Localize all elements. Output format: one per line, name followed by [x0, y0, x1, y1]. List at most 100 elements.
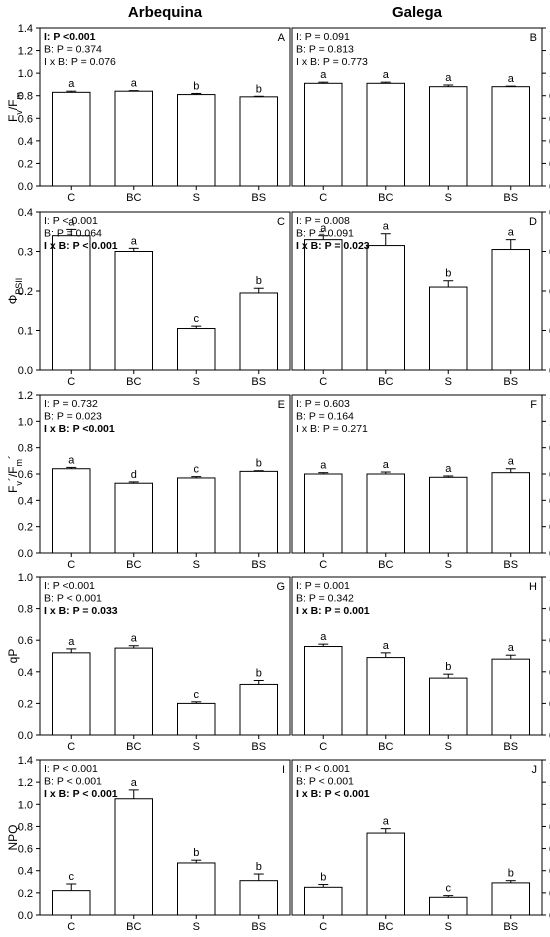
panel-b-bar	[429, 86, 468, 187]
panel-f-letter-label: a	[383, 459, 390, 471]
panel-b-bar	[304, 82, 343, 187]
panel-c-letter-label: b	[256, 275, 262, 287]
panel-d-letter-label: a	[320, 223, 327, 235]
panel-h-letter-label: a	[508, 642, 515, 654]
panel-c-stat-line: I x B: P < 0.001	[44, 240, 118, 252]
panel-g-category-label: BS	[251, 741, 266, 753]
y-axis-label-row-1: Fv/Fm	[6, 92, 24, 122]
panel-g-stat-line: I x B: P = 0.033	[44, 605, 118, 617]
panel-j-stat-line: I x B: P < 0.001	[296, 788, 370, 800]
panel-h-bar	[491, 658, 530, 736]
panel-b-bar	[366, 82, 405, 187]
panel-e-category-label: S	[193, 559, 200, 571]
panel-a-ytick-label: 0.8	[18, 91, 33, 103]
panel-j-category-label: S	[445, 921, 452, 933]
panel-a-ytick-label: 1.4	[18, 23, 33, 35]
panel-i-ytick-label: 0.4	[18, 866, 33, 878]
panel-d-category-label: C	[319, 376, 327, 388]
panel-g-stat-line: B: P < 0.001	[44, 593, 102, 605]
panel-h-stat-line: I: P = 0.001	[296, 580, 350, 592]
panel-j-stat-line: I: P < 0.001	[296, 763, 350, 775]
panel-j-letter-label: c	[446, 883, 452, 895]
panel-h-category-label: C	[319, 741, 327, 753]
y-axis-label-row-2: ΦPSII	[6, 278, 24, 305]
panel-h-category-label: S	[445, 741, 452, 753]
column-title-galega: Galega	[391, 4, 443, 21]
panel-j-letter: J	[532, 764, 538, 776]
panel-b-category-label: C	[319, 192, 327, 204]
panel-i-category-label: BS	[251, 921, 266, 933]
panel-g-letter-label: b	[256, 667, 262, 679]
panel-g-ytick-label: 0.8	[18, 604, 33, 616]
panel-e-ytick-label: 0.6	[18, 469, 33, 481]
panel-c-ytick-label: 0.1	[18, 326, 33, 338]
panel-g-bar	[114, 647, 153, 736]
panel-c-ytick-label: 0.2	[18, 286, 33, 298]
panel-a-ytick-label: 0.2	[18, 158, 33, 170]
panel-g-letter-label: a	[131, 633, 138, 645]
panel-a-bar	[239, 96, 278, 187]
panel-f-category-label: BC	[378, 559, 393, 571]
panel-c-category-label: BS	[251, 376, 266, 388]
panel-g-bar	[52, 652, 91, 736]
panel-a-letter-label: a	[68, 78, 75, 90]
panel-b-stat-line: B: P = 0.813	[296, 44, 354, 56]
panel-a-letter-label: b	[256, 83, 262, 95]
panel-j-letter-label: a	[383, 816, 390, 828]
panel-j-frame	[291, 759, 543, 916]
panel-a-bar	[52, 91, 91, 187]
panel-g-stat-line: I: P <0.001	[44, 580, 95, 592]
panel-h-stat-line: B: P = 0.342	[296, 593, 354, 605]
panel-i-ytick-label: 0.8	[18, 821, 33, 833]
panel-f-category-label: C	[319, 559, 327, 571]
panel-c-category-label: S	[193, 376, 200, 388]
panel-a-letter: A	[278, 32, 286, 44]
panel-b-frame	[291, 27, 543, 187]
panel-c-letter: C	[277, 216, 285, 228]
panel-a-category-label: C	[67, 192, 75, 204]
panel-g-bar	[177, 702, 216, 736]
panel-d-category-label: BC	[378, 376, 393, 388]
panel-c-category-label: BC	[126, 376, 141, 388]
y-axis-label-row-5: NPQ	[6, 824, 20, 850]
panel-h-bar	[429, 677, 468, 736]
panel-a-stat-line: I x B: P = 0.076	[44, 56, 116, 68]
panel-g-category-label: S	[193, 741, 200, 753]
panel-d-stat-line: B: P = 0.091	[296, 228, 354, 240]
panel-i-ytick-label: 0.6	[18, 844, 33, 856]
panel-c-bar	[177, 328, 216, 371]
panel-e-letter: E	[278, 399, 285, 411]
panel-a-letter-label: a	[131, 78, 138, 90]
panel-e-ytick-label: 0.2	[18, 522, 33, 534]
panel-a-ytick-label: 1.2	[18, 46, 33, 58]
column-title-arbequina: Arbequina	[127, 4, 203, 21]
panel-f-letter-label: a	[320, 460, 327, 472]
panel-h-category-label: BS	[503, 741, 518, 753]
panel-i-ytick-label: 0.2	[18, 888, 33, 900]
panel-d-category-label: S	[445, 376, 452, 388]
panel-b-letter-label: a	[383, 69, 390, 81]
panel-a-category-label: BC	[126, 192, 141, 204]
panel-h-bar	[304, 646, 343, 736]
panel-c-letter-label: a	[68, 216, 75, 228]
panel-b-letter-label: a	[320, 69, 327, 81]
panel-d-letter-label: a	[508, 227, 515, 239]
panel-c-letter-label: c	[194, 313, 200, 325]
panel-h-letter-label: b	[445, 661, 451, 673]
panel-c-ytick-label: 0.4	[18, 207, 33, 219]
panel-d-bar	[304, 239, 343, 371]
panel-c-bar	[52, 235, 91, 371]
panel-h-frame	[291, 576, 543, 736]
panel-h-stat-line: I x B: P = 0.001	[296, 605, 370, 617]
y-axis-label-row-4: qP	[6, 649, 20, 664]
panel-i-letter: I	[282, 764, 285, 776]
panel-e-letter-label: d	[131, 469, 137, 481]
panel-b-category-label: BS	[503, 192, 518, 204]
panel-a-ytick-label: 0.0	[18, 181, 33, 193]
panel-d-bar	[429, 286, 468, 371]
panel-c-ytick-label: 0.3	[18, 247, 33, 259]
panel-c-bar	[114, 251, 153, 371]
panel-e-ytick-label: 1.2	[18, 390, 33, 402]
panel-f-bar	[491, 472, 530, 554]
